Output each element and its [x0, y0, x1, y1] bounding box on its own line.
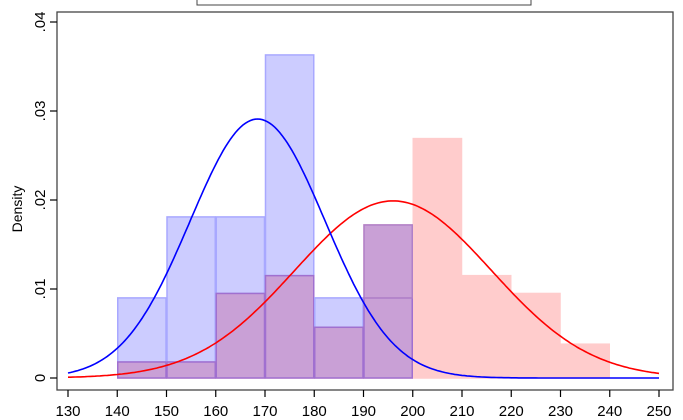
histogram-bar-overlap — [363, 224, 413, 299]
y-axis: 0 .01 .02 .03 .04 — [32, 12, 57, 382]
blue-histogram-bars — [117, 54, 413, 379]
histogram-bar — [166, 216, 216, 363]
y-tick-label: .01 — [32, 279, 49, 300]
histogram-bar — [117, 297, 167, 363]
x-tick-label: 170 — [252, 403, 277, 420]
histogram-bar — [511, 292, 561, 379]
x-tick-label: 200 — [400, 403, 425, 420]
histogram-bar-overlap — [314, 326, 364, 379]
y-tick-label: .03 — [32, 101, 49, 122]
histogram-bar-overlap — [166, 361, 216, 379]
y-tick-label: .04 — [32, 12, 49, 33]
x-tick-label: 220 — [499, 403, 524, 420]
x-tick-label: 140 — [105, 403, 130, 420]
x-tick-label: 180 — [302, 403, 327, 420]
histogram-bar-overlap — [215, 292, 266, 379]
y-tick-label: 0 — [32, 374, 49, 382]
y-axis-title: Density — [9, 186, 25, 233]
x-tick-label: 160 — [203, 403, 228, 420]
x-tick-label: 240 — [597, 403, 622, 420]
histogram-bar — [314, 297, 364, 329]
histogram-bar — [560, 343, 610, 379]
x-tick-label: 230 — [548, 403, 573, 420]
x-tick-label: 190 — [351, 403, 376, 420]
histogram-bar-overlap — [117, 361, 167, 379]
histogram-bar — [461, 274, 512, 379]
x-tick-label: 210 — [449, 403, 474, 420]
histogram-bar — [264, 54, 315, 277]
histogram-bar-overlap — [264, 274, 315, 379]
red-normal-curve — [68, 200, 660, 378]
y-tick-label: .02 — [32, 190, 49, 211]
histogram-bar — [412, 137, 463, 379]
x-tick-label: 150 — [154, 403, 179, 420]
x-tick-label: 250 — [646, 403, 671, 420]
x-axis: 130 140 150 160 170 180 190 200 210 220 230 240 250 — [55, 390, 672, 420]
legend-box — [196, 0, 532, 6]
histogram-bar — [215, 216, 266, 295]
x-tick-label: 130 — [55, 403, 80, 420]
blue-normal-curve — [67, 118, 659, 379]
